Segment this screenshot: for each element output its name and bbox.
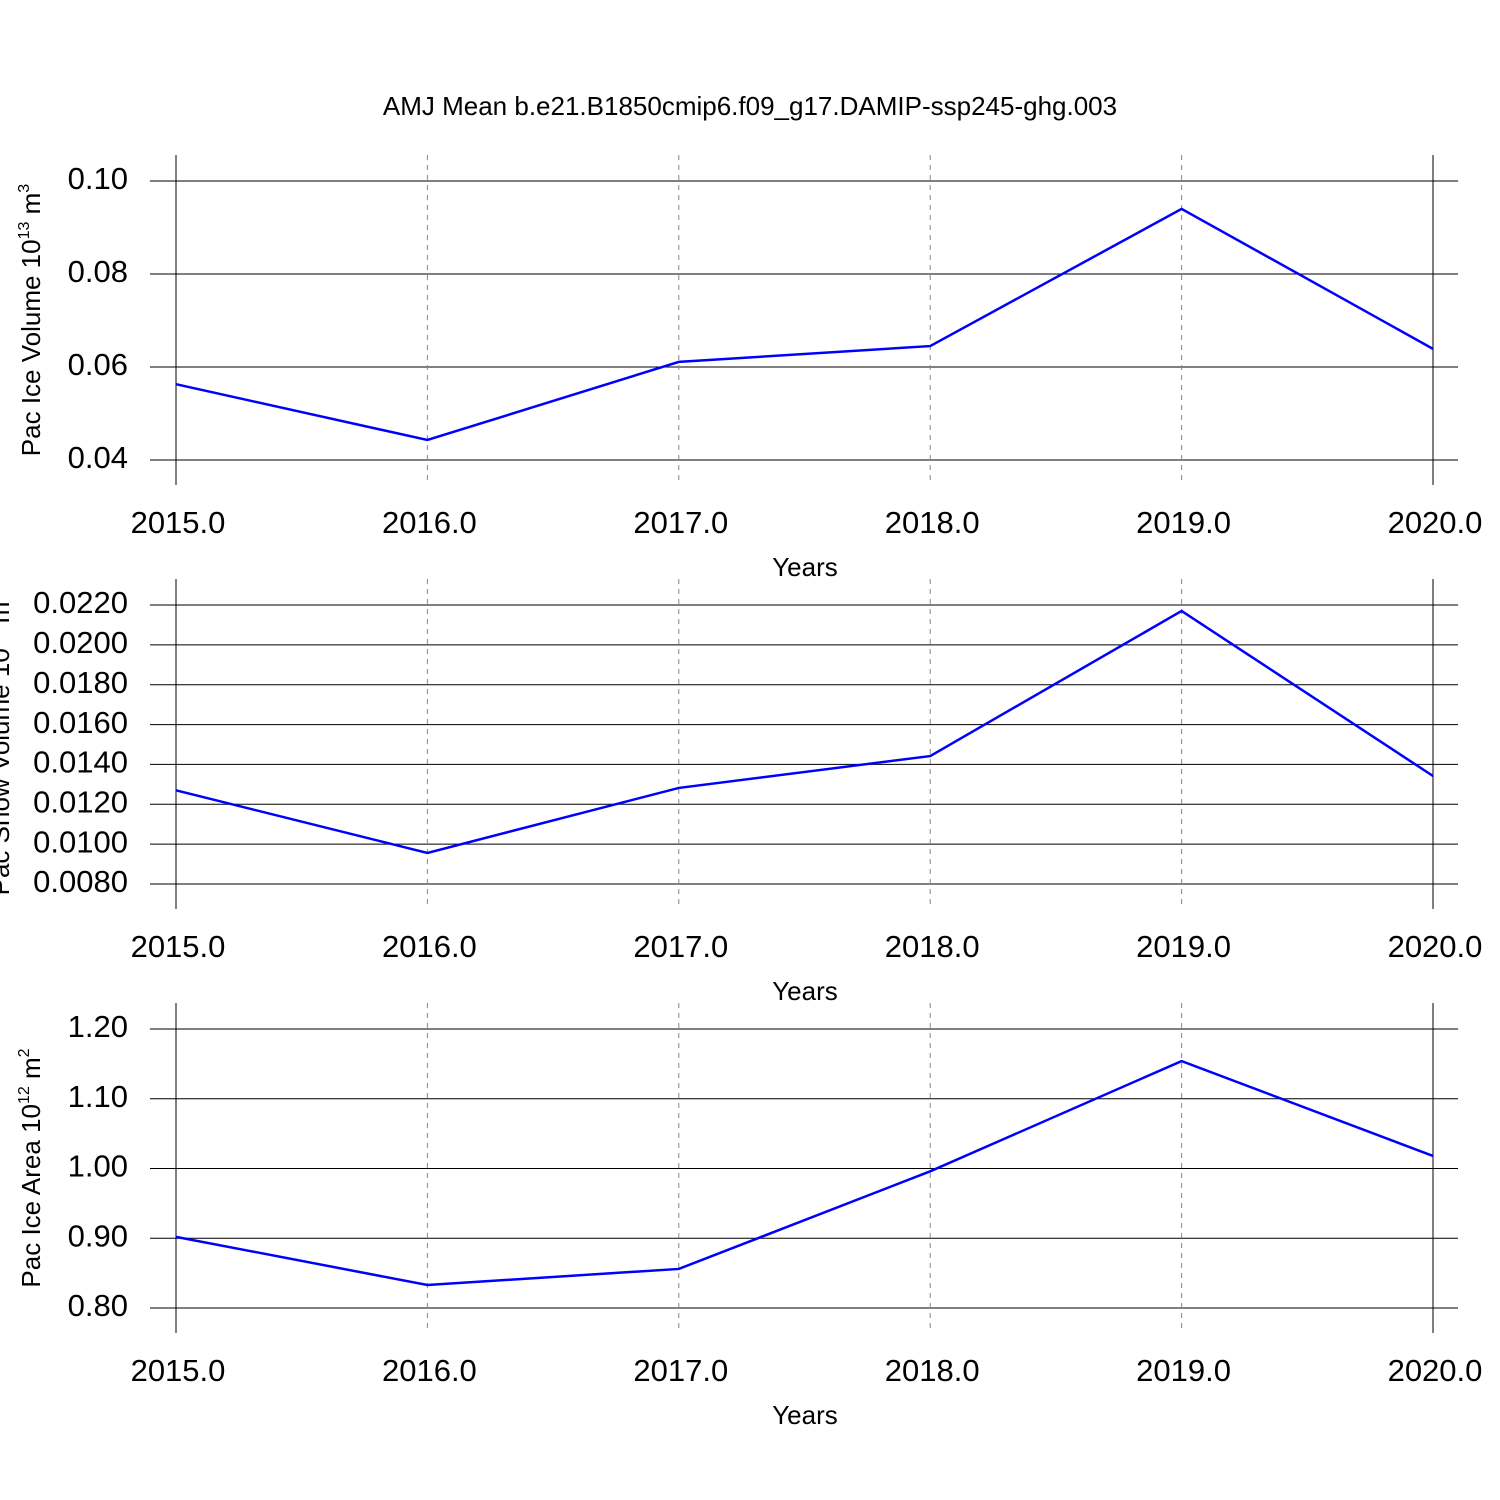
y-axis-label-part: Pac Ice Volume 10 [16, 239, 46, 456]
y-axis-label-exponent: 2 [16, 1048, 33, 1057]
y-axis-label-exponent: 3 [0, 593, 2, 602]
y-tick-label: 1.20 [68, 1009, 128, 1044]
x-tick-label: 2019.0 [1136, 505, 1231, 540]
y-tick-label: 0.08 [68, 254, 128, 289]
y-tick-label: 0.0220 [33, 585, 128, 620]
y-tick-label: 0.0080 [33, 864, 128, 899]
x-tick-label: 2019.0 [1136, 929, 1231, 964]
x-tick-label: 2017.0 [633, 1353, 728, 1388]
y-axis-label-exponent: 3 [16, 184, 33, 193]
x-tick-label: 2020.0 [1388, 1353, 1483, 1388]
x-tick-label: 2017.0 [633, 929, 728, 964]
x-tick-label: 2020.0 [1388, 929, 1483, 964]
y-axis-label-exponent: 12 [16, 1086, 33, 1104]
y-tick-label: 0.0120 [33, 784, 128, 819]
y-axis-label-part: m [16, 1057, 46, 1086]
y-axis-label-part: m [0, 602, 15, 631]
y-tick-label: 1.10 [68, 1079, 128, 1114]
x-tick-label: 2020.0 [1388, 505, 1483, 540]
y-tick-label: 0.0140 [33, 745, 128, 780]
x-tick-label: 2018.0 [885, 929, 980, 964]
data-line [175, 207, 1434, 442]
y-tick-label: 0.06 [68, 347, 128, 382]
y-axis-label-part: m [16, 193, 46, 222]
y-tick-label: 0.0100 [33, 824, 128, 859]
x-tick-label: 2017.0 [633, 505, 728, 540]
x-tick-label: 2015.0 [131, 505, 226, 540]
x-tick-label: 2016.0 [382, 1353, 477, 1388]
y-axis-label: Pac Ice Area 1012 m2 [16, 1048, 46, 1287]
x-tick-label: 2018.0 [885, 505, 980, 540]
x-axis-label: Years [772, 976, 838, 1006]
x-tick-label: 2015.0 [131, 929, 226, 964]
data-line [175, 609, 1434, 855]
y-axis-label: Pac Snow Volume 1013 m3 [0, 593, 15, 896]
y-tick-label: 0.0160 [33, 705, 128, 740]
x-tick-label: 2019.0 [1136, 1353, 1231, 1388]
y-tick-label: 0.80 [68, 1288, 128, 1323]
x-tick-label: 2018.0 [885, 1353, 980, 1388]
y-tick-label: 0.0180 [33, 665, 128, 700]
x-axis-label: Years [772, 1400, 838, 1430]
y-axis-label: Pac Ice Volume 1013 m3 [16, 184, 46, 457]
y-axis-label-exponent: 13 [0, 630, 2, 648]
y-tick-label: 0.10 [68, 161, 128, 196]
y-axis-label-part: Pac Ice Area 10 [16, 1104, 46, 1288]
x-tick-label: 2016.0 [382, 505, 477, 540]
chart-title: AMJ Mean b.e21.B1850cmip6.f09_g17.DAMIP-… [383, 91, 1117, 121]
y-tick-label: 0.0200 [33, 625, 128, 660]
y-tick-label: 0.90 [68, 1218, 128, 1253]
x-tick-label: 2016.0 [382, 929, 477, 964]
x-tick-label: 2015.0 [131, 1353, 226, 1388]
y-axis-label-exponent: 13 [16, 221, 33, 239]
y-tick-label: 1.00 [68, 1149, 128, 1184]
x-axis-label: Years [772, 552, 838, 582]
y-axis-label-part: Pac Snow Volume 10 [0, 648, 15, 895]
data-line [175, 1059, 1434, 1287]
y-tick-label: 0.04 [68, 440, 128, 475]
